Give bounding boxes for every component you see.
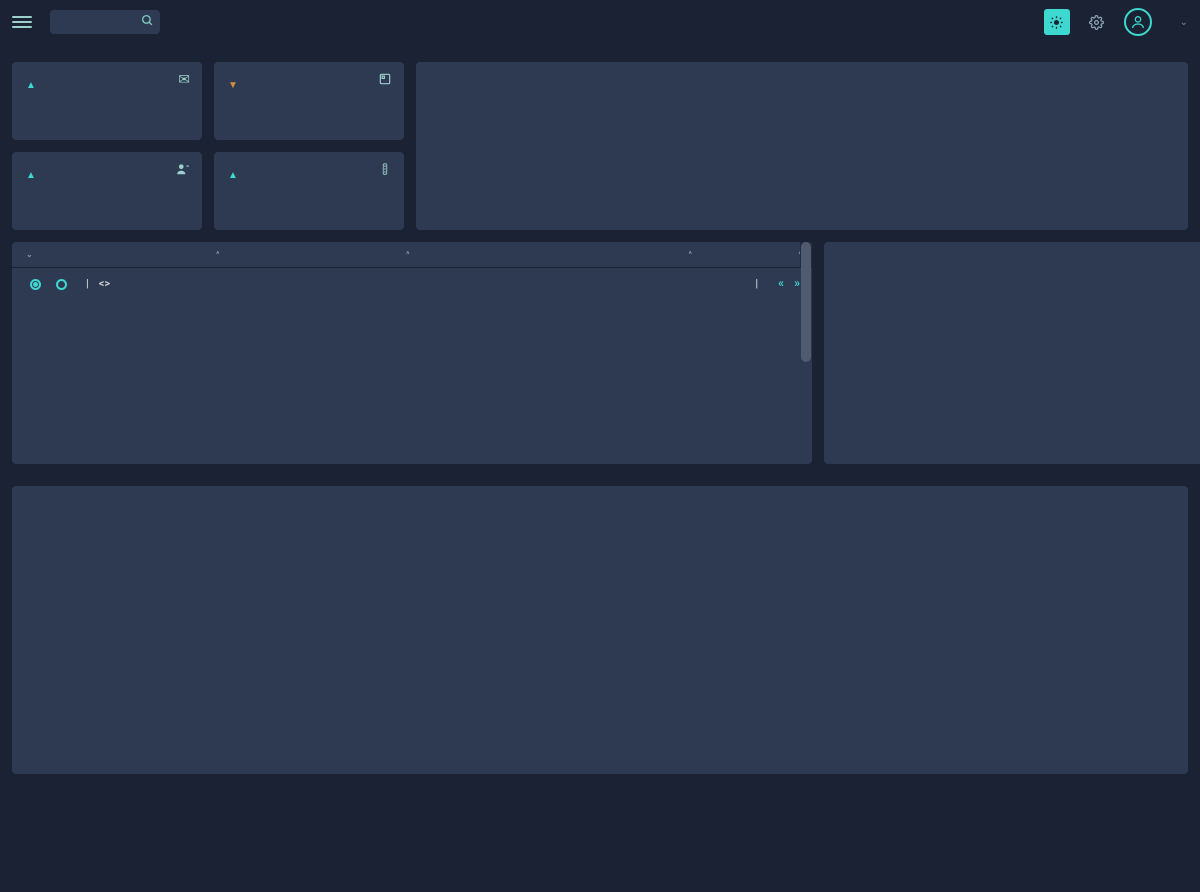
col-id[interactable]: ⌄: [22, 250, 212, 259]
geo-section: [0, 476, 1200, 774]
donut-center-value: [929, 264, 1109, 444]
chevron-down-icon[interactable]: ⌄: [1180, 17, 1188, 28]
topbar: ⌄: [0, 0, 1200, 44]
sale-icon: [378, 72, 392, 90]
col-custo[interactable]: ^: [692, 250, 802, 259]
sort-icon: ⌄: [26, 250, 33, 259]
world-map: [32, 514, 1168, 774]
avatar-icon[interactable]: [1124, 8, 1152, 36]
donut-panel: [824, 242, 1200, 464]
col-criado[interactable]: ^: [402, 250, 572, 259]
sort-icon: ^: [216, 250, 219, 259]
card-vendas-mes: ▲: [12, 152, 202, 230]
card-delta: ▼: [228, 80, 238, 91]
card-vendas-ano: ▲: [214, 152, 404, 230]
page-prev-icon[interactable]: «: [778, 276, 784, 290]
transactions-table: ⌄ ^ ^ ^ ^ | <> | « »: [12, 242, 812, 464]
card-delta: ▲: [26, 80, 36, 91]
traffic-icon: [378, 162, 392, 180]
card-vendas-hoje: ▼: [214, 62, 404, 140]
card-delta: ▲: [26, 170, 36, 181]
theme-toggle-button[interactable]: [1044, 9, 1070, 35]
line-chart: [468, 78, 1168, 198]
settings-icon[interactable]: [1084, 9, 1110, 35]
table-header: ⌄ ^ ^ ^ ^: [12, 242, 812, 267]
top-grid: ✉ ▲ ▲: [0, 62, 1200, 230]
items-total: <>: [99, 277, 110, 290]
radio-20[interactable]: [30, 279, 41, 290]
user-plus-icon: [176, 162, 190, 180]
mail-icon: ✉: [178, 72, 190, 88]
donut-chart: [929, 264, 1109, 444]
overview-panel: [416, 62, 1188, 230]
sort-icon: ^: [406, 250, 409, 259]
table-footer: | <> | « »: [12, 267, 812, 298]
card-delta: ▲: [228, 170, 238, 181]
scrollbar[interactable]: [800, 242, 812, 267]
radio-50[interactable]: [56, 279, 67, 290]
scrollbar-thumb[interactable]: [801, 242, 811, 362]
search-box[interactable]: [50, 10, 160, 34]
col-user[interactable]: ^: [212, 250, 402, 259]
col-produtos[interactable]: ^: [572, 250, 692, 259]
page-next-icon[interactable]: »: [794, 276, 800, 290]
card-clientes: ✉ ▲: [12, 62, 202, 140]
search-icon[interactable]: [141, 14, 154, 31]
search-input[interactable]: [50, 12, 130, 32]
menu-icon[interactable]: [12, 12, 32, 32]
topbar-right: ⌄: [1044, 8, 1188, 36]
mid-row: ⌄ ^ ^ ^ ^ | <> | « »: [0, 230, 1200, 476]
